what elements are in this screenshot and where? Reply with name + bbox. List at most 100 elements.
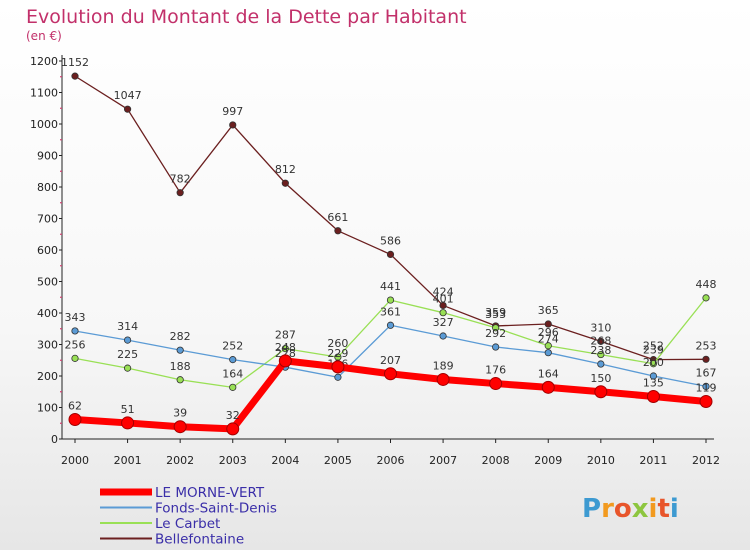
data-label-le-morne-vert: 39 [173,407,187,420]
data-label-bellefontaine: 586 [380,234,401,247]
y-tick-label: 900 [37,150,58,163]
series-fonds-saint-denis: 343314282252228196361327292274238200167 [65,305,717,390]
series-bellefontaine: 1152 1047 782 997 812 661 586 424 359 365 310 252 25… [61,56,717,364]
x-tick-label: 2000 [61,454,89,467]
y-tick-label: 100 [37,402,58,415]
y-tick-label: 600 [37,244,58,257]
data-label-le-carbet: 268 [590,335,611,348]
data-point-bellefontaine [702,355,710,363]
y-tick-label: 700 [37,213,58,226]
data-point-fonds-saint-denis [123,336,132,344]
data-point-le-carbet [386,296,395,304]
legend-label-fonds-saint-denis: Fonds-Saint-Denis [155,501,277,517]
data-label-le-carbet: 441 [380,280,401,293]
data-point-le-morne-vert [699,395,713,409]
data-point-le-morne-vert [68,412,82,426]
data-point-fonds-saint-denis [702,382,710,390]
data-label-le-morne-vert: 62 [68,399,82,412]
data-label-bellefontaine: 252 [643,340,664,353]
data-point-fonds-saint-denis [176,346,184,354]
data-point-le-carbet [123,364,132,372]
data-point-le-morne-vert [384,367,397,381]
data-label-bellefontaine: 359 [485,306,506,319]
data-point-le-morne-vert [121,416,135,430]
data-label-le-morne-vert: 150 [590,372,611,385]
data-point-fonds-saint-denis [386,321,395,329]
data-point-le-carbet [439,309,447,317]
y-tick-label: 1100 [30,87,58,100]
y-tick-label: 0 [51,433,58,446]
data-label-le-morne-vert: 164 [538,367,559,380]
x-tick-label: 2010 [587,454,615,467]
legend-label-le-carbet: Le Carbet [155,516,220,532]
data-label-bellefontaine: 661 [327,211,348,224]
y-tick-label: 300 [37,339,58,352]
data-point-bellefontaine [281,179,289,187]
data-label-le-carbet: 164 [222,367,243,380]
x-tick-label: 2006 [377,454,405,467]
chart-title: Evolution du Montant de la Dette par Hab… [26,6,467,28]
data-label-bellefontaine: 365 [538,304,559,317]
logo-letter: x [632,494,649,524]
y-tick-label: 1000 [30,118,58,131]
data-label-le-morne-vert: 207 [380,354,401,367]
data-point-le-carbet [597,350,605,359]
data-label-le-carbet: 401 [433,293,454,306]
data-label-bellefontaine: 1152 [61,56,89,69]
data-point-le-morne-vert [594,385,608,399]
data-label-bellefontaine: 782 [170,173,191,186]
data-point-le-morne-vert [489,377,503,391]
data-label-le-morne-vert: 51 [121,403,135,416]
legend-label-bellefontaine: Bellefontaine [155,532,244,548]
data-point-le-carbet [229,383,237,391]
data-point-bellefontaine [334,227,342,235]
x-tick-label: 2002 [166,454,194,467]
data-point-le-carbet [544,342,552,350]
x-tick-label: 2003 [219,454,247,467]
data-point-le-morne-vert [436,372,450,386]
data-label-le-morne-vert: 248 [275,341,296,354]
data-label-le-morne-vert: 229 [327,347,348,360]
data-label-le-carbet: 225 [117,348,138,361]
data-label-le-carbet: 287 [275,329,296,342]
data-point-le-carbet [649,360,658,368]
data-label-fonds-saint-denis: 343 [65,311,86,324]
data-point-fonds-saint-denis [334,373,342,381]
data-point-le-morne-vert [331,360,345,374]
data-label-fonds-saint-denis: 292 [485,327,506,340]
data-point-fonds-saint-denis [544,349,552,357]
data-point-le-carbet [176,376,184,384]
data-label-bellefontaine: 812 [275,163,296,176]
data-label-fonds-saint-denis: 327 [433,316,454,329]
y-tick-label: 500 [37,276,58,289]
chart-subtitle: (en €) [26,29,62,43]
data-point-le-carbet [492,324,500,332]
data-label-bellefontaine: 310 [590,321,611,334]
data-label-le-morne-vert: 135 [643,376,664,389]
x-tick-label: 2009 [534,454,562,467]
y-tick-label: 800 [37,181,58,194]
data-label-le-morne-vert: 176 [485,364,506,377]
data-point-le-carbet [71,354,79,362]
y-tick-label: 1200 [30,55,58,68]
data-label-le-morne-vert: 32 [226,409,240,422]
logo-letter: t [657,494,669,524]
data-point-bellefontaine [71,72,79,80]
data-point-le-morne-vert [541,380,555,394]
x-tick-label: 2007 [429,454,457,467]
logo-letter: o [614,494,632,524]
data-point-fonds-saint-denis [439,332,447,340]
y-tick-label: 400 [37,307,58,320]
x-tick-label: 2005 [324,454,352,467]
data-point-bellefontaine [386,250,395,259]
data-label-bellefontaine: 997 [222,105,243,118]
data-label-fonds-saint-denis: 274 [538,333,559,346]
data-label-le-carbet: 448 [696,278,717,291]
x-tick-label: 2004 [271,454,299,467]
legend-label-le-morne-vert: LE MORNE-VERT [155,485,265,501]
x-tick-label: 2011 [639,454,667,467]
x-tick-label: 2012 [692,454,720,467]
data-label-fonds-saint-denis: 200 [643,356,664,369]
